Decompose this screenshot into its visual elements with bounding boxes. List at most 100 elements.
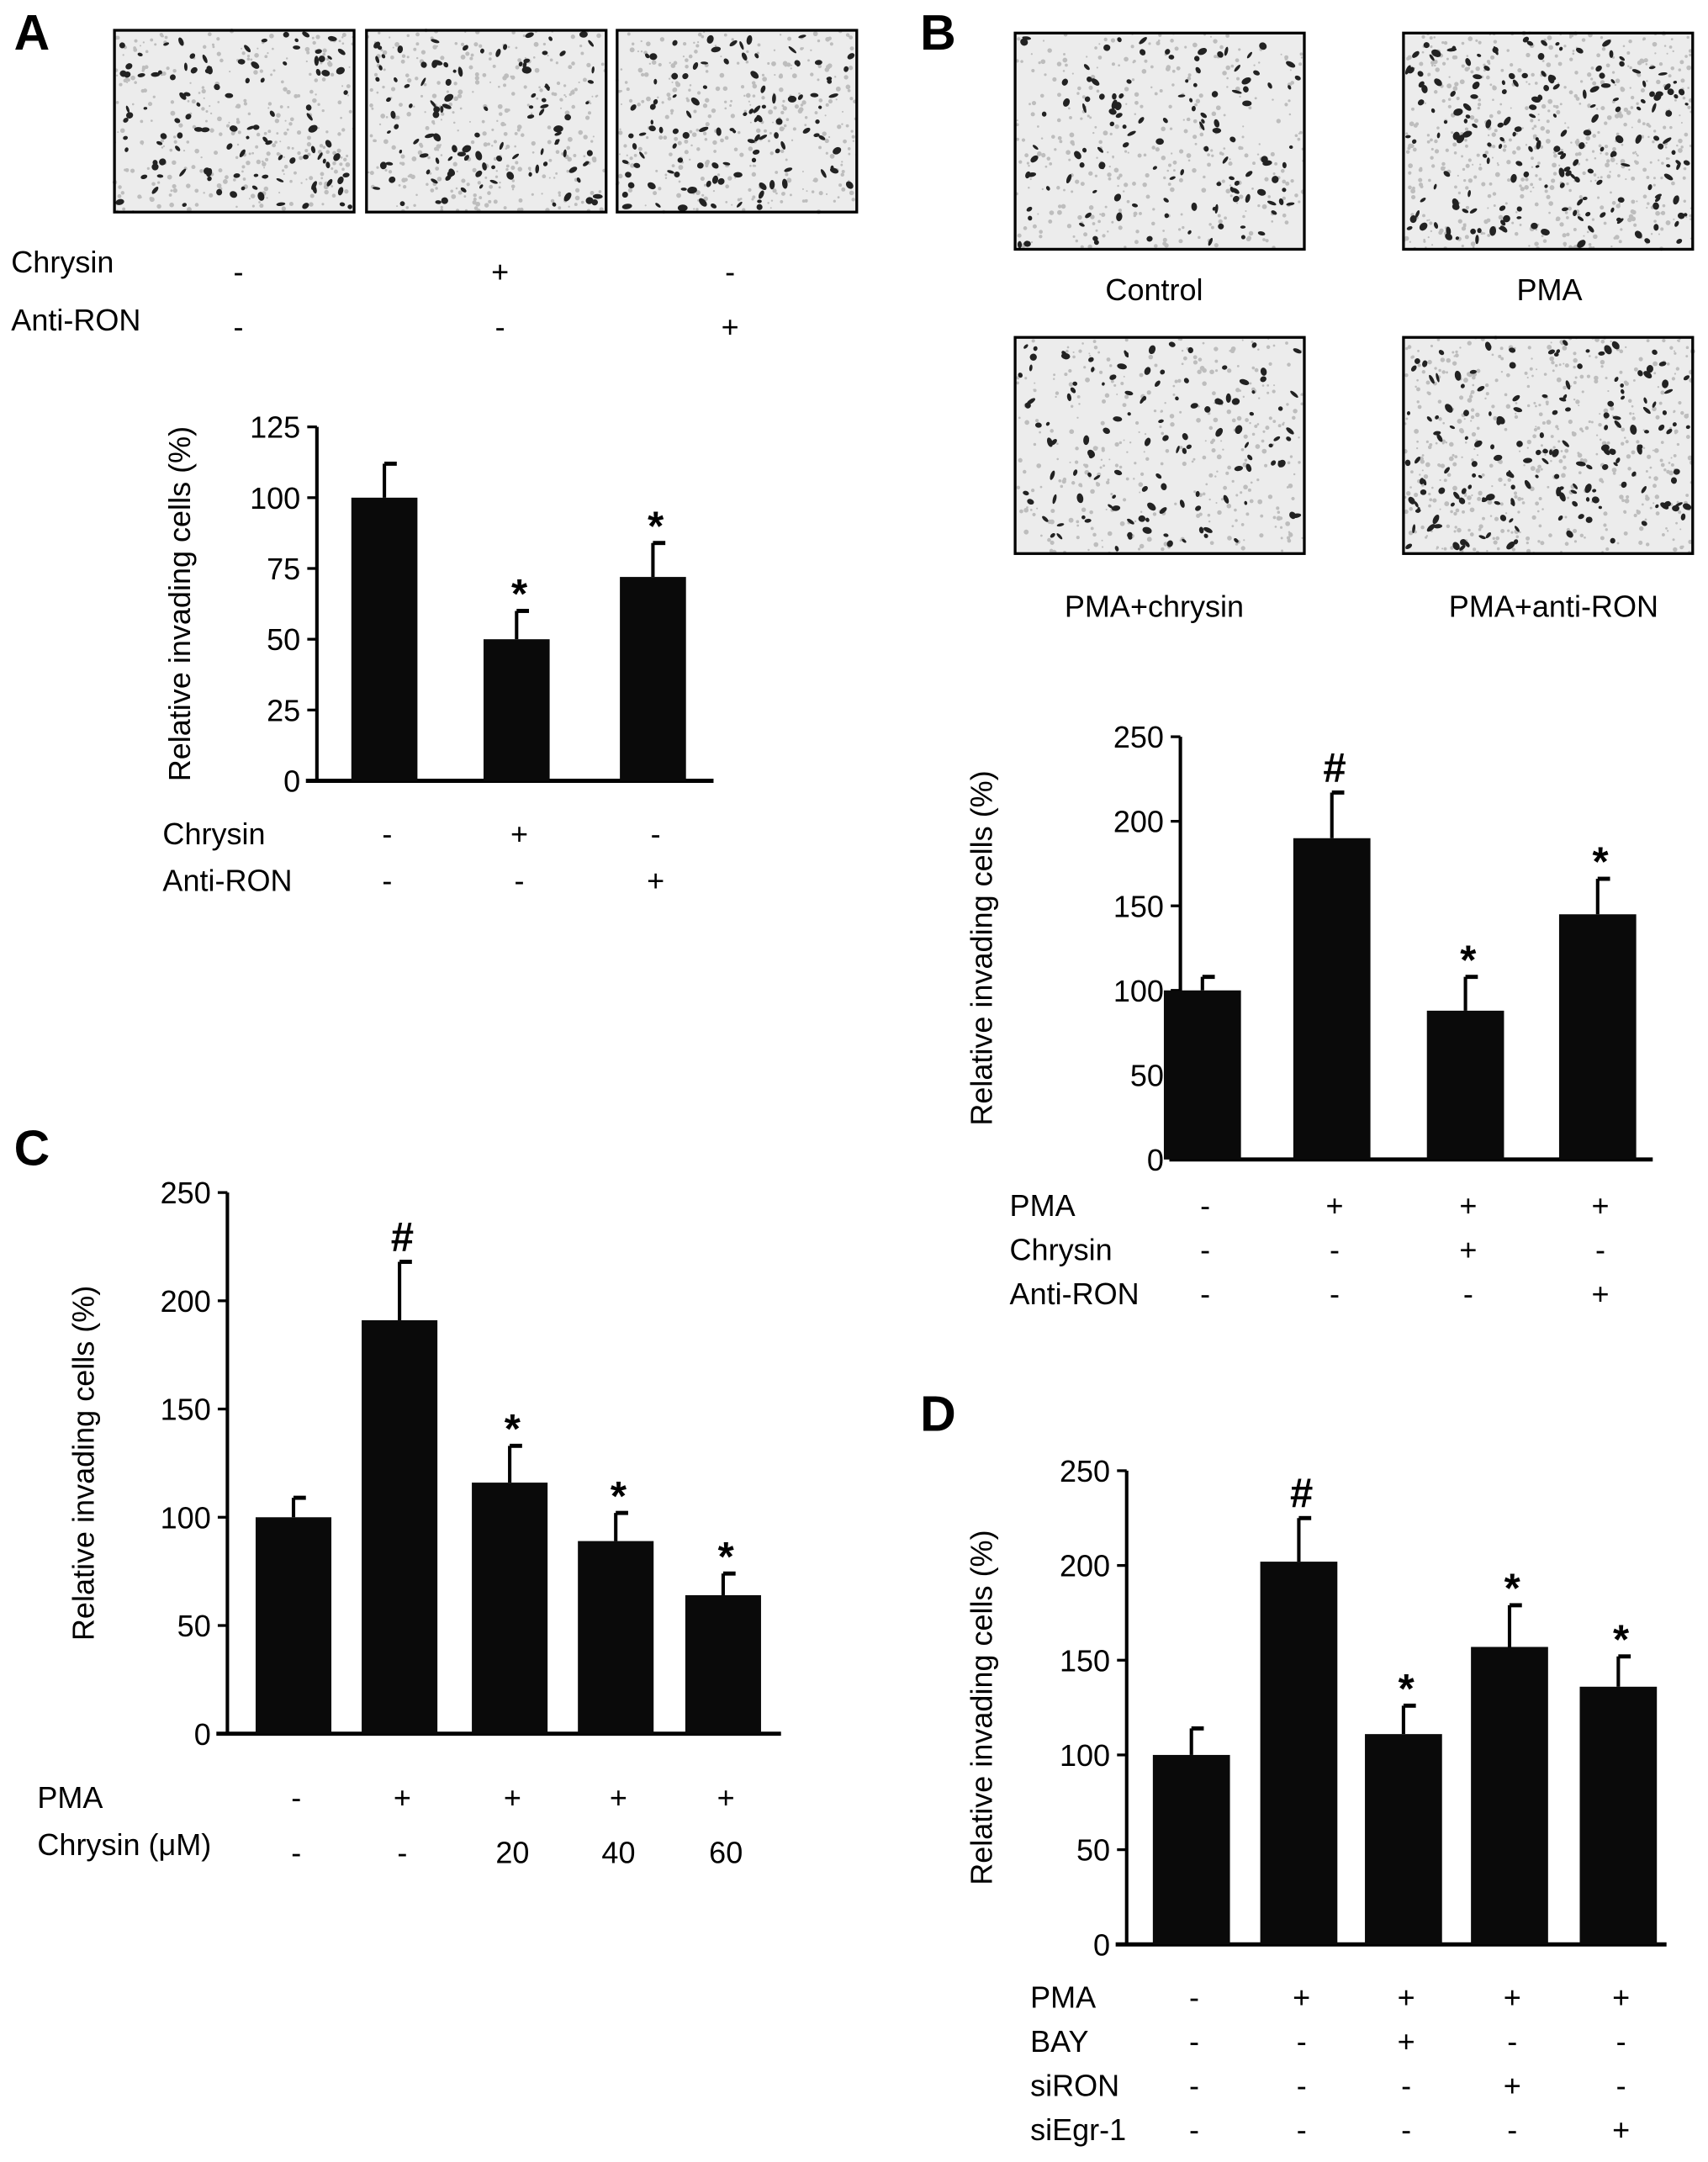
pore [337,132,341,136]
pore [382,50,388,56]
pore [761,73,765,77]
pore [1298,132,1300,135]
pore [1261,448,1267,454]
pore [194,148,199,154]
pore [233,178,236,182]
pore [714,45,717,47]
invading-cell [1560,153,1567,160]
pore [771,61,776,66]
invading-cell [190,66,198,74]
invading-cell [1420,489,1427,495]
invading-cell [1607,400,1615,407]
pore [641,99,645,103]
invading-cell [1240,235,1245,240]
invading-cell [1261,156,1268,163]
pore [172,160,177,166]
pore [1445,148,1449,152]
pore [122,207,126,211]
pore [1537,540,1541,543]
invading-cell [1575,461,1586,467]
pore [1515,211,1518,214]
invading-cell [1144,437,1151,447]
pore [1606,159,1610,163]
invading-cell [484,106,489,111]
pore [1587,105,1590,108]
pore [1483,63,1486,67]
invading-cell [1433,431,1441,436]
invading-cell [1277,459,1286,468]
pore [1039,431,1041,434]
pore [1526,81,1528,83]
invading-cell [1558,486,1564,490]
pore [1161,431,1165,436]
pore [1133,59,1136,63]
pore [1685,494,1689,497]
pore [818,98,823,103]
pore [1647,135,1650,139]
pore [324,189,329,195]
pore [378,31,381,34]
invading-cell [179,168,187,177]
pore [1155,147,1160,152]
pore [1239,389,1242,392]
pore [1252,161,1256,166]
pore [496,119,499,123]
pore [1017,37,1021,41]
pore [1199,132,1204,137]
pore [1071,142,1076,146]
invading-cell [246,125,255,130]
pore [1209,35,1212,38]
pore [285,57,288,60]
pore [1461,244,1464,248]
pore [1526,447,1529,449]
invading-cell [1585,497,1590,502]
pore [1464,223,1467,225]
pore [1473,118,1479,124]
pore [1560,450,1563,452]
pore [1090,214,1095,219]
invading-cell [1179,500,1185,508]
pore [402,184,407,189]
pore [1600,152,1602,155]
pore [1249,421,1251,425]
invading-cell [202,54,208,64]
pore [1430,147,1434,151]
condition-sign: + [1504,1980,1521,2015]
invading-cell [1462,103,1472,111]
pore [1099,370,1103,374]
pore [1497,163,1499,167]
invading-cell [732,130,737,134]
pore [1089,510,1093,515]
pore [1573,365,1576,369]
pore [849,46,854,51]
pore [246,57,251,61]
pore [1514,231,1519,236]
pore [514,131,518,135]
pore [1244,458,1248,462]
pore [1550,460,1552,463]
pore [578,81,580,84]
invading-cell [1187,346,1193,354]
condition-sign: + [1592,1277,1610,1311]
pore [644,151,648,155]
invading-cell [1475,235,1479,245]
pore [160,139,165,143]
invading-cell [1516,206,1522,212]
invading-cell [685,110,692,119]
invading-cell [1182,538,1187,543]
pore [1491,484,1494,488]
significance-asterisk: * [1504,1567,1521,1612]
pore [570,34,575,40]
invading-cell [1552,83,1560,90]
pore [497,103,503,109]
pore [499,181,501,184]
pore [590,191,595,195]
invading-cell [1257,231,1266,236]
invading-cell [1114,546,1119,552]
invading-cell [1578,142,1585,150]
pore [1217,510,1222,515]
pore [531,140,536,146]
invading-cell [1663,137,1672,144]
pore [1042,40,1045,42]
pore [1526,376,1529,379]
